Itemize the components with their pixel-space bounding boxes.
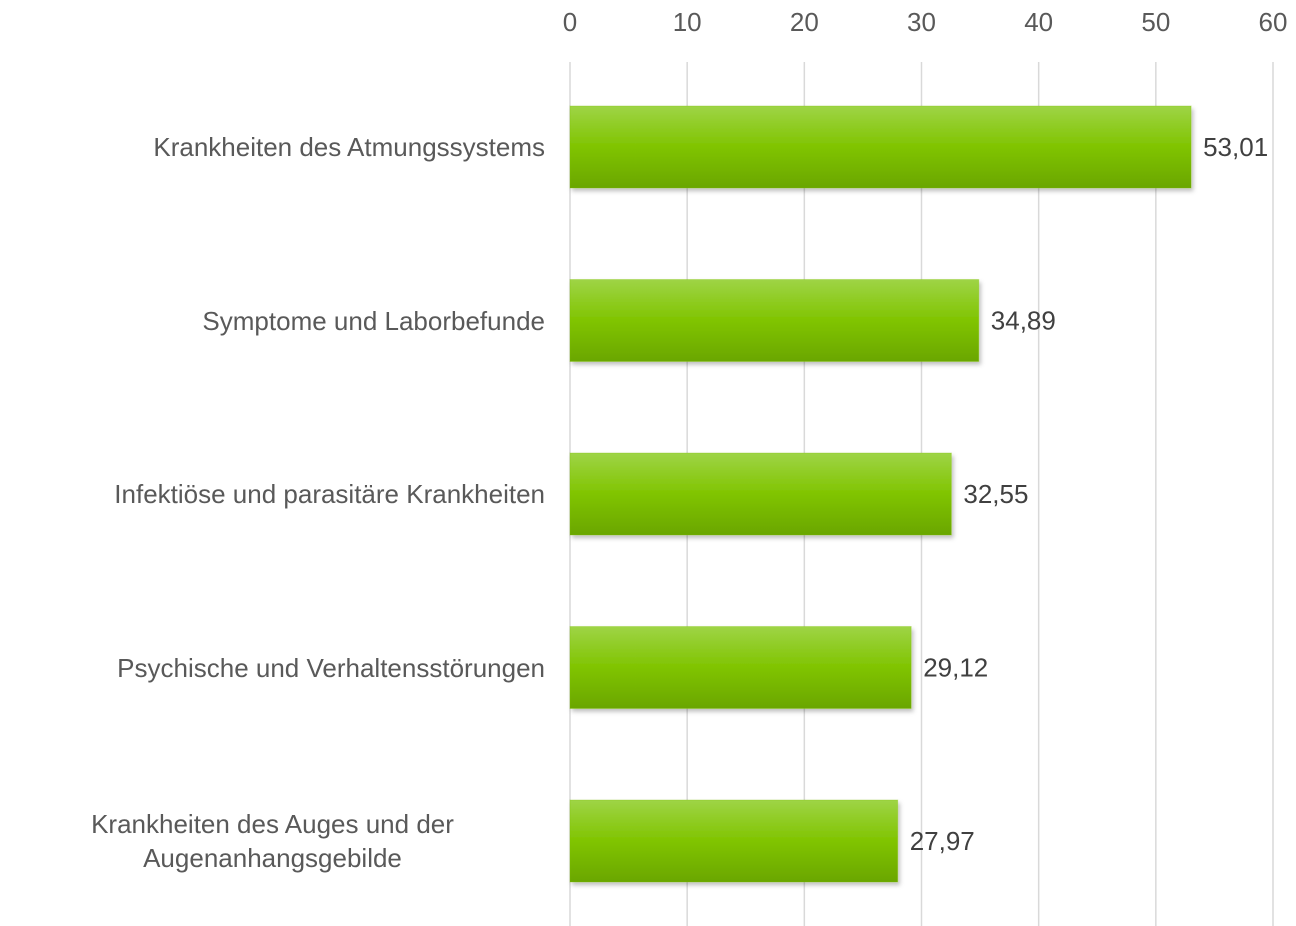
category-label-box: Krankheiten des Atmungssystems	[0, 87, 545, 207]
data-label: 32,55	[963, 479, 1028, 509]
bar	[569, 105, 1192, 189]
x-tick-label: 30	[907, 7, 936, 37]
y-tick-label: Krankheiten des Atmungssystems	[153, 132, 545, 162]
bar	[569, 626, 912, 709]
bar	[569, 279, 980, 362]
x-tick-label: 10	[673, 7, 702, 37]
y-tick-label: Krankheiten des Auges und der Augenanhan…	[91, 809, 454, 873]
category-label-box: Krankheiten des Auges und der Augenanhan…	[0, 781, 545, 901]
x-tick-label: 40	[1024, 7, 1053, 37]
data-label: 29,12	[923, 652, 988, 682]
y-tick-label: Symptome und Laborbefunde	[202, 305, 545, 336]
data-label: 27,97	[910, 826, 975, 856]
x-tick-label: 60	[1259, 7, 1288, 37]
y-tick-label: Infektiöse und parasitäre Krankheiten	[114, 479, 545, 509]
x-tick-label: 50	[1141, 7, 1170, 37]
category-label-box: Psychische und Verhaltensstörungen	[0, 608, 545, 728]
bar	[569, 452, 952, 536]
bar	[569, 799, 899, 883]
category-label-box: Infektiöse und parasitäre Krankheiten	[0, 434, 545, 554]
category-label-box: Symptome und Laborbefunde	[0, 261, 545, 381]
x-tick-label: 20	[790, 7, 819, 37]
data-label: 34,89	[991, 305, 1056, 335]
data-label: 53,01	[1203, 132, 1268, 162]
x-tick-label: 0	[563, 7, 577, 37]
y-tick-label: Psychische und Verhaltensstörungen	[117, 652, 545, 683]
